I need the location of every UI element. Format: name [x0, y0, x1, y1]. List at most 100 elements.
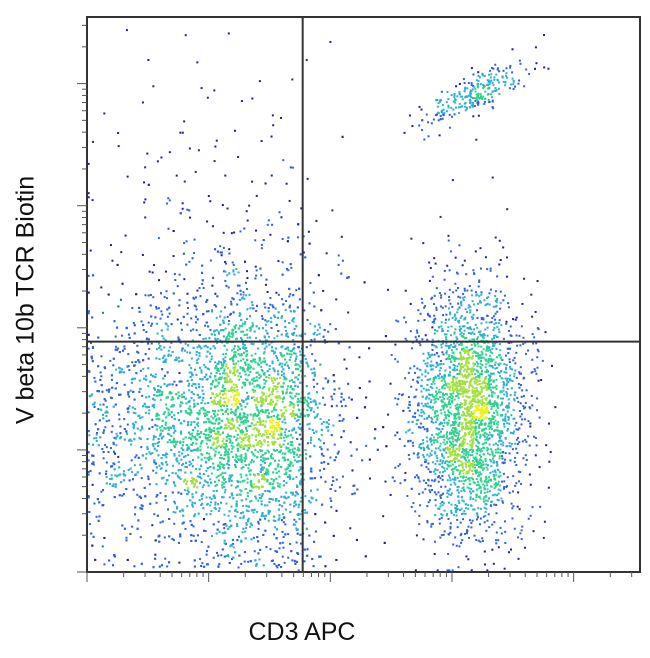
data-point: [228, 526, 231, 529]
data-point: [134, 407, 137, 410]
data-point: [245, 522, 248, 525]
data-point: [239, 403, 242, 406]
data-point: [176, 505, 179, 508]
data-point: [489, 374, 492, 377]
data-point: [201, 486, 204, 489]
data-point: [153, 436, 156, 439]
data-point: [337, 342, 340, 345]
data-point: [300, 496, 303, 499]
data-point: [193, 448, 196, 451]
data-point: [228, 561, 231, 564]
data-point: [156, 160, 159, 163]
data-point: [263, 336, 266, 339]
data-point: [136, 471, 139, 474]
data-point: [534, 370, 537, 373]
data-point: [271, 304, 274, 307]
data-point: [186, 306, 189, 309]
data-point: [142, 323, 145, 326]
data-point: [292, 294, 295, 297]
data-point: [103, 366, 106, 369]
data-point: [118, 494, 121, 497]
data-point: [299, 459, 302, 462]
data-point: [183, 391, 186, 394]
data-point: [130, 459, 133, 462]
data-point: [488, 292, 491, 295]
data-point: [514, 456, 517, 459]
data-point: [198, 386, 201, 389]
data-point: [507, 329, 510, 332]
data-point: [259, 518, 262, 521]
data-point: [300, 207, 303, 210]
data-point: [339, 400, 342, 403]
data-point: [502, 299, 505, 302]
data-point: [232, 556, 235, 559]
data-point: [462, 488, 465, 491]
data-point: [219, 339, 222, 342]
data-point: [189, 216, 192, 219]
data-point: [178, 561, 181, 564]
data-point: [341, 259, 344, 262]
data-point: [285, 268, 288, 271]
data-point: [187, 344, 190, 347]
data-point: [420, 447, 423, 450]
data-point: [296, 378, 299, 381]
data-point: [188, 364, 191, 367]
data-point: [496, 67, 499, 70]
data-point: [289, 503, 292, 506]
data-point: [429, 438, 432, 441]
data-point: [182, 252, 185, 255]
data-point: [223, 361, 226, 364]
data-point: [203, 376, 206, 379]
data-point: [270, 559, 273, 562]
data-point: [512, 87, 515, 90]
data-point: [245, 346, 248, 349]
data-point: [482, 83, 485, 86]
data-point: [157, 441, 160, 444]
data-point: [528, 406, 531, 409]
data-point: [196, 61, 199, 64]
data-point: [478, 279, 481, 282]
data-point: [499, 375, 502, 378]
data-point: [205, 553, 208, 556]
data-point: [450, 106, 453, 109]
data-point: [134, 377, 137, 380]
data-point: [202, 518, 205, 521]
data-point: [188, 464, 191, 467]
data-point: [281, 530, 284, 533]
data-point: [117, 461, 120, 464]
data-point: [435, 361, 438, 364]
data-point: [111, 259, 114, 262]
data-point: [508, 444, 511, 447]
data-point: [453, 331, 456, 334]
data-point: [157, 307, 160, 310]
data-point: [355, 448, 358, 451]
data-point: [485, 529, 488, 532]
data-point: [105, 406, 108, 409]
data-point: [453, 364, 456, 367]
data-point: [197, 512, 200, 515]
data-point: [486, 314, 489, 317]
data-point: [414, 476, 417, 479]
data-point: [146, 438, 149, 441]
data-point: [190, 391, 193, 394]
data-point: [418, 492, 421, 495]
data-point: [166, 328, 169, 331]
data-point: [224, 174, 227, 177]
data-point: [428, 397, 431, 400]
data-point: [514, 391, 517, 394]
data-point: [499, 448, 502, 451]
data-point: [186, 292, 189, 295]
data-point: [109, 446, 112, 449]
data-point: [87, 291, 90, 294]
data-point: [87, 430, 90, 433]
data-point: [166, 479, 169, 482]
data-point: [501, 432, 504, 435]
data-point: [297, 506, 300, 509]
data-point: [437, 355, 440, 358]
data-point: [162, 435, 165, 438]
data-point: [139, 437, 142, 440]
data-point: [442, 353, 445, 356]
data-point: [268, 497, 271, 500]
data-point: [469, 498, 472, 501]
